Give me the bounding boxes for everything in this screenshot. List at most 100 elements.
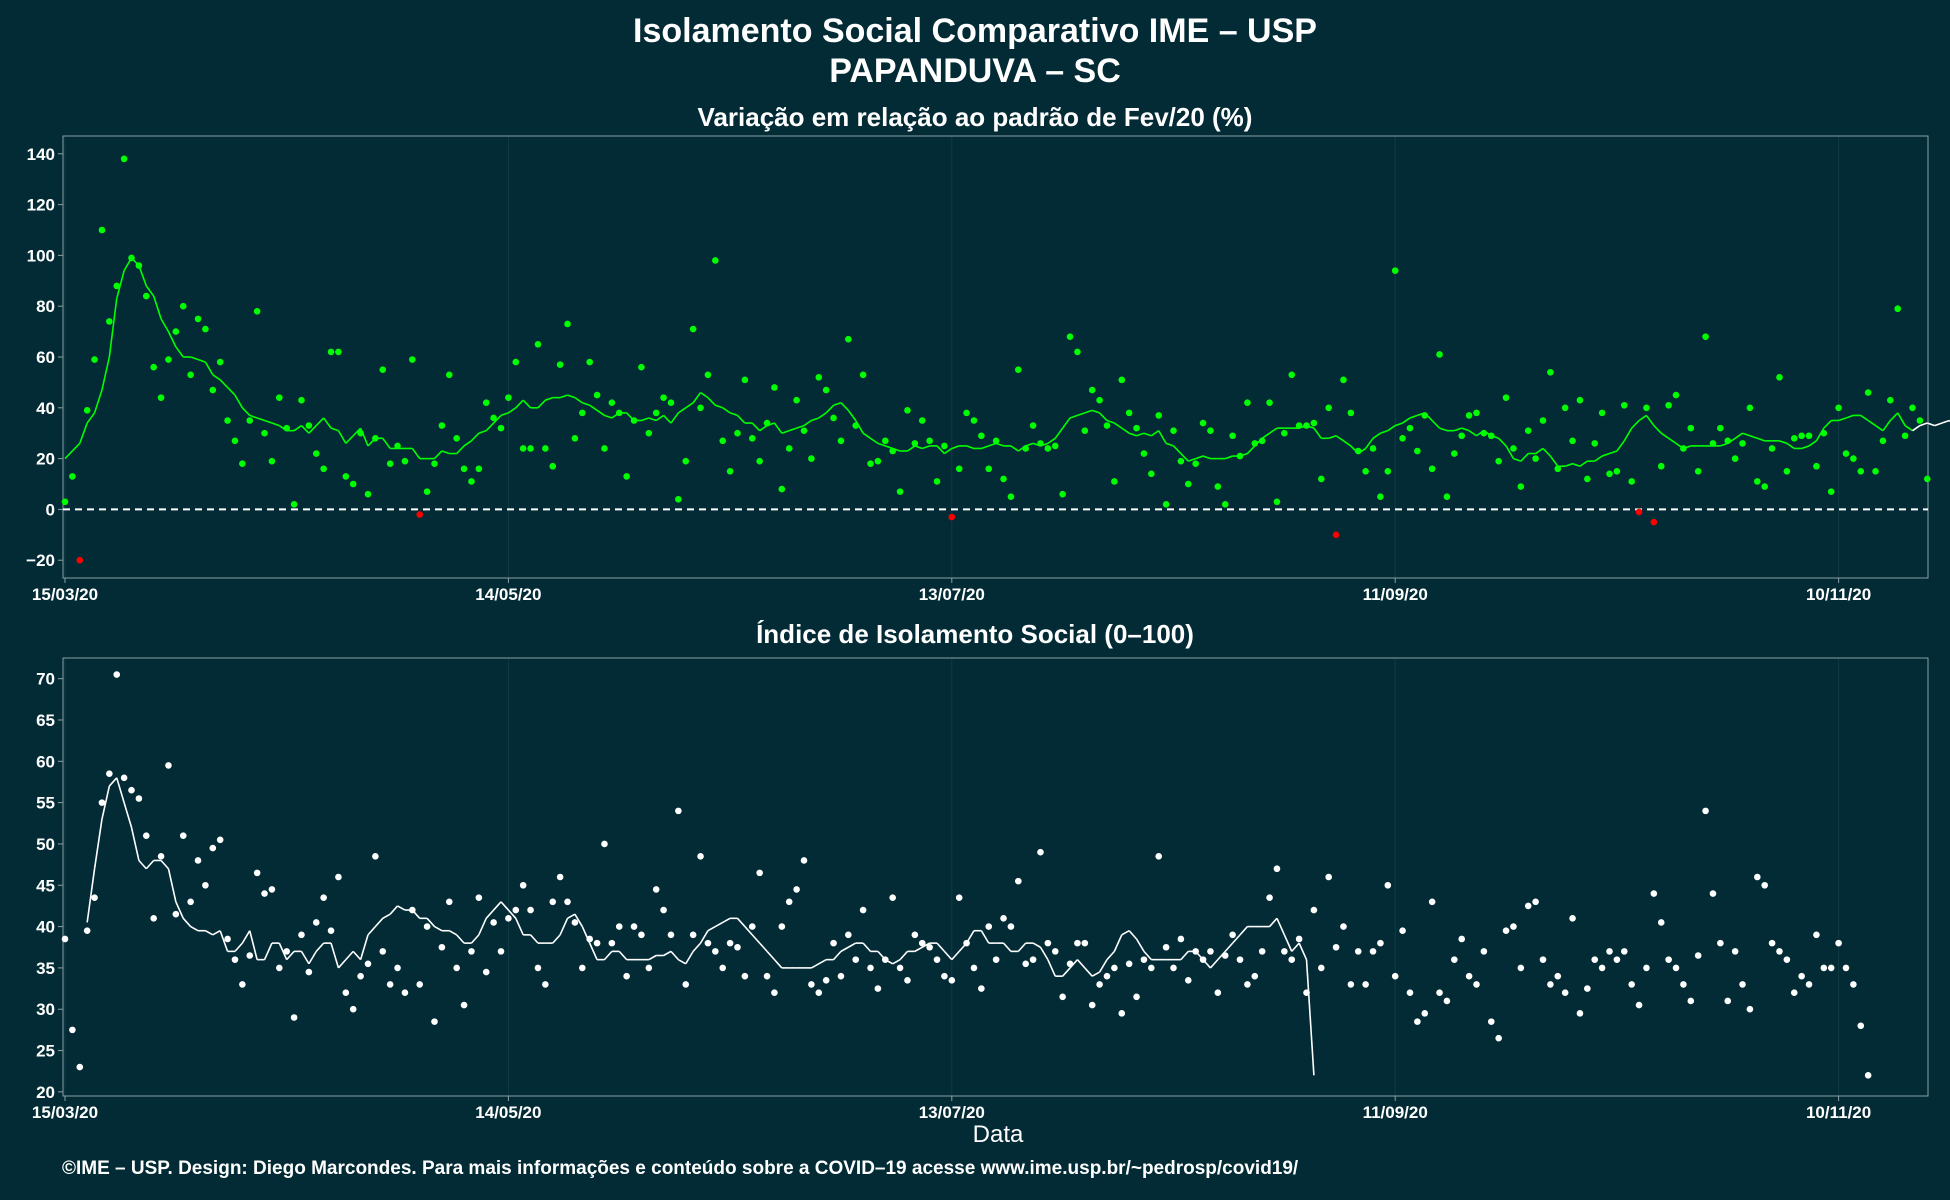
data-point bbox=[837, 972, 845, 980]
data-point bbox=[342, 989, 350, 996]
data-point bbox=[1606, 470, 1613, 478]
data-point bbox=[1584, 985, 1591, 992]
moving-average-segment bbox=[101, 356, 111, 391]
data-point bbox=[1029, 956, 1037, 963]
moving-average-segment bbox=[759, 424, 768, 432]
data-point bbox=[1310, 906, 1318, 914]
data-point bbox=[822, 977, 830, 984]
moving-average-segment bbox=[1306, 424, 1315, 429]
data-point bbox=[867, 964, 874, 972]
moving-average-segment bbox=[1062, 417, 1071, 429]
data-point bbox=[926, 437, 933, 445]
data-point bbox=[911, 440, 919, 447]
moving-average-segment bbox=[943, 950, 953, 961]
data-point bbox=[142, 292, 150, 300]
data-point bbox=[697, 853, 704, 860]
data-point bbox=[1776, 948, 1783, 955]
moving-average-segment bbox=[278, 942, 288, 960]
data-point bbox=[1739, 981, 1746, 988]
moving-average-segment bbox=[1394, 422, 1403, 427]
data-point bbox=[1443, 493, 1451, 501]
data-point bbox=[1162, 943, 1170, 951]
moving-average-segment bbox=[352, 427, 362, 437]
data-point bbox=[386, 981, 394, 988]
data-point bbox=[1901, 432, 1909, 440]
data-point bbox=[453, 964, 460, 972]
data-point bbox=[194, 857, 202, 864]
data-point bbox=[1731, 948, 1739, 955]
moving-average-segment bbox=[847, 942, 857, 948]
data-point bbox=[231, 956, 239, 963]
data-point bbox=[1266, 399, 1273, 407]
data-point bbox=[741, 972, 749, 980]
y-tick-label: 50 bbox=[36, 835, 55, 854]
data-point bbox=[1362, 981, 1369, 988]
data-point bbox=[645, 429, 653, 437]
moving-average-segment bbox=[1328, 434, 1337, 440]
data-point bbox=[889, 894, 896, 901]
data-point bbox=[564, 320, 571, 328]
data-point bbox=[1702, 333, 1709, 340]
moving-average-segment bbox=[93, 389, 103, 414]
footer-credits: ©IME – USP. Design: Diego Marcondes. Par… bbox=[62, 1158, 1299, 1179]
data-point bbox=[1754, 873, 1761, 881]
moving-average-segment bbox=[145, 285, 155, 297]
moving-average-segment bbox=[123, 257, 133, 272]
moving-average-segment bbox=[160, 318, 170, 333]
data-point bbox=[312, 450, 320, 457]
moving-average-segment bbox=[234, 942, 243, 952]
moving-average-segment bbox=[1276, 917, 1286, 936]
moving-average-segment bbox=[914, 445, 923, 450]
data-point bbox=[1591, 956, 1599, 963]
data-point bbox=[1805, 981, 1813, 988]
data-point bbox=[948, 977, 956, 984]
moving-average-segment bbox=[641, 417, 650, 422]
moving-average-segment bbox=[1491, 434, 1499, 440]
moving-average-segment bbox=[567, 913, 576, 920]
moving-average-segment bbox=[921, 942, 931, 948]
moving-average-segment bbox=[152, 295, 162, 320]
data-point bbox=[305, 968, 313, 976]
plot-frame bbox=[62, 135, 1929, 579]
moving-average-segment bbox=[1823, 419, 1832, 429]
data-point bbox=[216, 836, 224, 844]
moving-average-segment bbox=[1113, 422, 1123, 429]
moving-average-segment bbox=[1172, 445, 1182, 455]
data-point bbox=[1414, 1018, 1421, 1025]
moving-average-segment bbox=[811, 417, 820, 422]
data-point bbox=[955, 894, 963, 901]
data-point bbox=[438, 422, 446, 429]
moving-average-segment bbox=[1106, 950, 1115, 961]
data-point bbox=[785, 898, 793, 906]
data-point bbox=[675, 807, 682, 815]
data-point bbox=[1288, 371, 1296, 379]
data-point bbox=[364, 490, 372, 498]
moving-average-segment bbox=[241, 407, 251, 416]
moving-average-segment bbox=[1683, 445, 1692, 450]
data-point bbox=[593, 391, 601, 399]
moving-average-segment bbox=[1801, 445, 1810, 450]
moving-average-segment bbox=[892, 958, 901, 965]
moving-average-segment bbox=[138, 859, 147, 870]
x-axis-title: Data bbox=[972, 1121, 1024, 1148]
data-point bbox=[564, 898, 571, 906]
moving-average-segment bbox=[1017, 942, 1027, 952]
moving-average-segment bbox=[1002, 942, 1012, 952]
moving-average-segment bbox=[167, 331, 177, 348]
moving-average-segment bbox=[1039, 946, 1049, 961]
moving-average-segment bbox=[115, 270, 125, 299]
data-point bbox=[1354, 948, 1362, 955]
moving-average-segment bbox=[722, 407, 731, 414]
moving-average-segment bbox=[862, 432, 871, 439]
moving-average-segment bbox=[1387, 424, 1396, 432]
data-point bbox=[505, 915, 512, 922]
data-point bbox=[527, 445, 534, 452]
data-point bbox=[1761, 881, 1768, 889]
moving-average-segment bbox=[1372, 432, 1381, 439]
data-point bbox=[1768, 939, 1776, 947]
data-point bbox=[712, 257, 719, 264]
data-point bbox=[1340, 376, 1347, 384]
moving-average-segment bbox=[485, 422, 495, 432]
data-point bbox=[120, 774, 128, 782]
data-point bbox=[1473, 981, 1480, 988]
